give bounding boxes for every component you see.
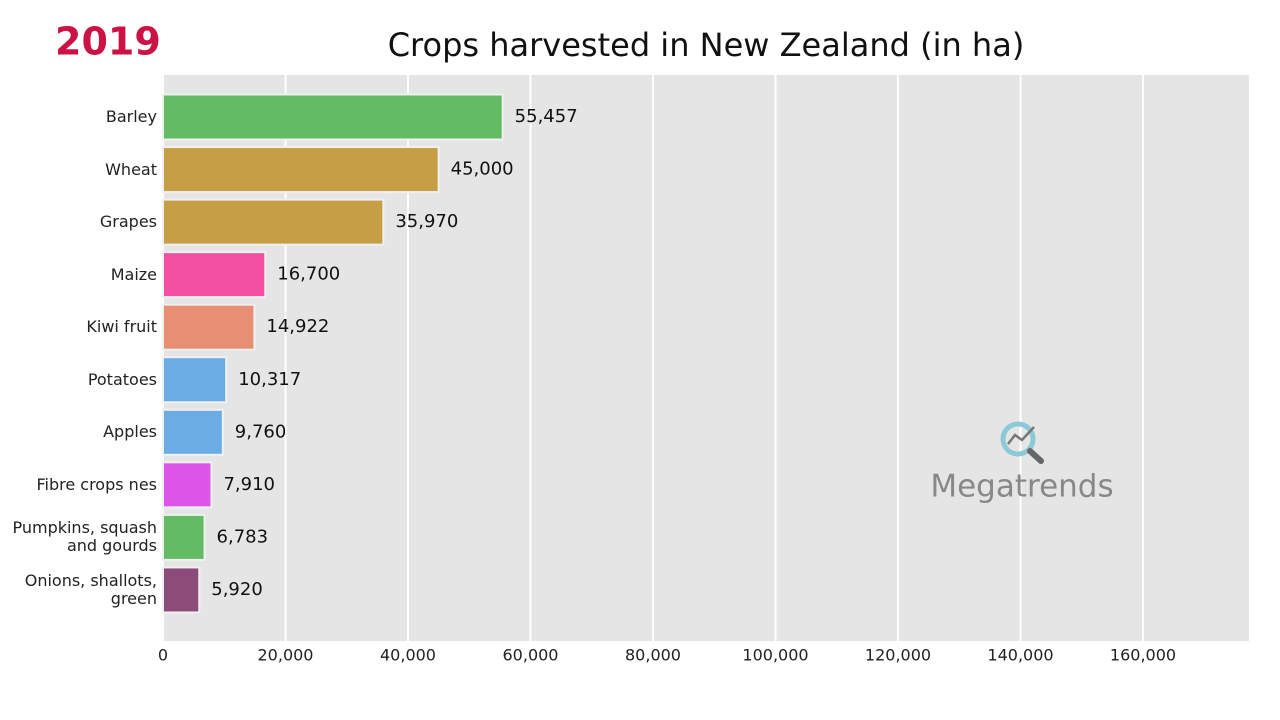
- x-tick-label: 160,000: [1110, 646, 1176, 665]
- watermark-text: Megatrends: [930, 469, 1113, 505]
- bar: [162, 93, 504, 141]
- x-tick-label: 100,000: [742, 646, 808, 665]
- bar: [162, 146, 440, 194]
- watermark-icon: [1000, 421, 1044, 464]
- value-label: 45,000: [451, 159, 514, 180]
- value-label: 5,920: [211, 579, 263, 600]
- bar: [162, 356, 228, 404]
- bar: [162, 303, 256, 351]
- y-tick-label: Kiwi fruit: [86, 317, 157, 337]
- value-label: 14,922: [266, 316, 329, 337]
- bar: [162, 198, 385, 246]
- bar: [162, 513, 206, 561]
- y-tick-label: Barley: [105, 107, 157, 126]
- chart-title: Crops harvested in New Zealand (in ha): [388, 26, 1025, 64]
- value-label: 55,457: [515, 106, 578, 127]
- x-tick-label: 140,000: [987, 646, 1053, 665]
- x-tick-label: 40,000: [380, 646, 436, 665]
- value-label: 16,700: [277, 264, 340, 285]
- y-tick-label: Potatoes: [87, 369, 157, 389]
- bar: [162, 251, 267, 299]
- x-tick-label: 20,000: [258, 646, 314, 665]
- x-tick-label: 80,000: [625, 646, 681, 665]
- value-label: 9,760: [235, 421, 287, 442]
- y-tick-label: Onions, shallots, green: [24, 570, 157, 608]
- x-tick-label: 60,000: [503, 646, 559, 665]
- y-tick-label: Fibre crops nes: [36, 474, 157, 494]
- year-label: 2019: [55, 20, 161, 64]
- x-tick-label: 0: [158, 646, 168, 665]
- y-tick-label: Apples: [103, 422, 157, 442]
- bar: [162, 566, 201, 614]
- value-label: 7,910: [223, 474, 275, 495]
- y-tick-label: Grapes: [99, 212, 157, 232]
- y-tick-label: Pumpkins, squash and gourds: [12, 518, 157, 556]
- y-tick-label: Maize: [110, 264, 157, 284]
- y-tick-label: Wheat: [105, 159, 157, 179]
- value-label: 10,317: [238, 369, 301, 390]
- bar: [162, 461, 213, 509]
- value-label: 6,783: [217, 526, 269, 547]
- x-tick-label: 120,000: [865, 646, 931, 665]
- bar: [162, 408, 224, 456]
- value-label: 35,970: [395, 211, 458, 232]
